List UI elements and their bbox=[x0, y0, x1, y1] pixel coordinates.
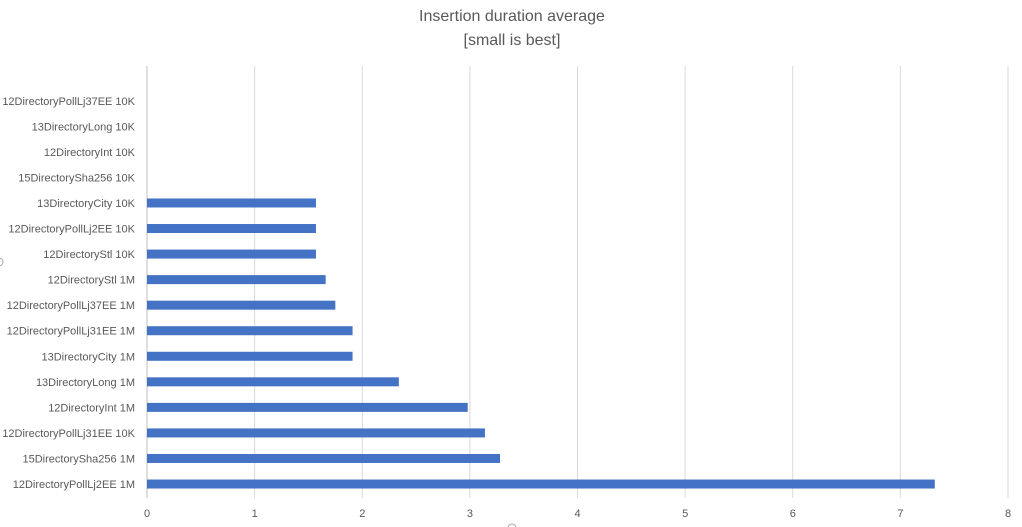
bar bbox=[147, 300, 336, 310]
bars bbox=[147, 198, 935, 489]
bar bbox=[147, 275, 326, 285]
bar bbox=[147, 224, 316, 234]
category-label: 15DirectorySha256 1M bbox=[22, 453, 135, 465]
gridlines bbox=[146, 66, 1009, 498]
category-label: 12DirectoryPollLj31EE 1M bbox=[7, 326, 135, 338]
bar bbox=[147, 479, 935, 489]
bar bbox=[147, 351, 353, 361]
bar bbox=[147, 402, 468, 412]
x-tick-label: 7 bbox=[897, 508, 903, 520]
chart-title: Insertion duration average bbox=[419, 8, 605, 25]
category-label: 12DirectoryInt 10K bbox=[44, 147, 136, 159]
category-label: 12DirectoryPollLj2EE 10K bbox=[8, 224, 135, 236]
x-tick-label: 4 bbox=[574, 508, 580, 520]
x-tick-label: 5 bbox=[682, 508, 688, 520]
category-label: 13DirectoryCity 1M bbox=[41, 351, 135, 363]
bar bbox=[147, 428, 485, 438]
category-label: 12DirectoryInt 1M bbox=[48, 402, 135, 414]
selection-handles bbox=[0, 257, 517, 527]
category-label: 13DirectoryLong 1M bbox=[36, 377, 135, 389]
x-tick-label: 8 bbox=[1005, 508, 1011, 520]
bar bbox=[147, 198, 316, 208]
selection-handle-left bbox=[0, 257, 4, 267]
category-label: 12DirectoryStl 10K bbox=[43, 249, 135, 261]
bar bbox=[147, 326, 353, 336]
category-label: 12DirectoryPollLj2EE 1M bbox=[13, 479, 135, 491]
x-tick-label: 1 bbox=[252, 508, 258, 520]
bar bbox=[147, 377, 399, 387]
category-label: 12DirectoryPollLj37EE 10K bbox=[2, 96, 135, 108]
category-labels: 12DirectoryPollLj37EE 10K 13DirectoryLong… bbox=[2, 96, 135, 491]
category-label: 15DirectorySha256 10K bbox=[18, 172, 135, 184]
x-tick-label: 6 bbox=[790, 508, 796, 520]
bar bbox=[147, 453, 501, 463]
bar bbox=[147, 249, 316, 259]
category-label: 13DirectoryLong 10K bbox=[32, 121, 136, 133]
selection-handle-bottom bbox=[507, 523, 517, 527]
x-tick-label: 0 bbox=[144, 508, 150, 520]
chart-subtitle: [small is best] bbox=[464, 32, 561, 49]
category-label: 12DirectoryPollLj31EE 10K bbox=[2, 428, 135, 440]
category-label: 12DirectoryPollLj37EE 1M bbox=[7, 300, 135, 312]
category-label: 12DirectoryStl 1M bbox=[48, 275, 135, 287]
x-axis-tick-labels: 0 1 2 3 4 5 6 7 8 bbox=[144, 508, 1011, 520]
x-tick-label: 2 bbox=[359, 508, 365, 520]
x-tick-label: 3 bbox=[467, 508, 473, 520]
category-label: 13DirectoryCity 10K bbox=[37, 198, 135, 210]
